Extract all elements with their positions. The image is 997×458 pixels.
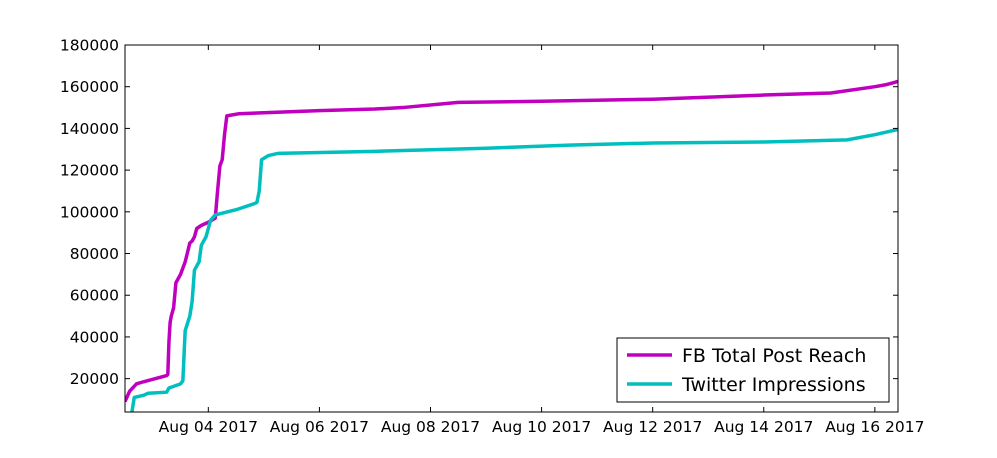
x-tick-label: Aug 06 2017 [270, 418, 369, 436]
x-tick-label: Aug 16 2017 [825, 418, 924, 436]
legend-label: FB Total Post Reach [682, 345, 866, 367]
y-tick-label: 180000 [60, 37, 119, 55]
x-tick-label: Aug 04 2017 [159, 418, 258, 436]
y-tick-label: 20000 [70, 370, 119, 388]
y-tick-label: 140000 [60, 120, 119, 138]
plot-frame [124, 44, 899, 413]
y-tick-label: 160000 [60, 78, 119, 96]
series-line-2 [130, 127, 898, 412]
x-axis: Aug 04 2017 Aug 06 2017 Aug 08 2017 Aug 10 … [159, 45, 925, 436]
x-tick-label: Aug 08 2017 [381, 418, 480, 436]
y-tick-label: 60000 [70, 287, 119, 305]
x-tick-label: Aug 12 2017 [603, 418, 702, 436]
series-layer [125, 79, 898, 412]
x-tick-label: Aug 10 2017 [492, 418, 591, 436]
y-axis: 20000 40000 60000 80000 100000 120000 140000 16… [60, 37, 898, 388]
y-tick-label: 40000 [70, 328, 119, 346]
legend: FB Total Post Reach Twitter Impressions [616, 337, 890, 403]
y-tick-label: 120000 [60, 162, 119, 180]
x-tick-label: Aug 14 2017 [714, 418, 813, 436]
y-tick-label: 100000 [60, 203, 119, 221]
legend-label: Twitter Impressions [681, 374, 866, 396]
legend-box [616, 337, 890, 403]
y-tick-label: 80000 [70, 245, 119, 263]
